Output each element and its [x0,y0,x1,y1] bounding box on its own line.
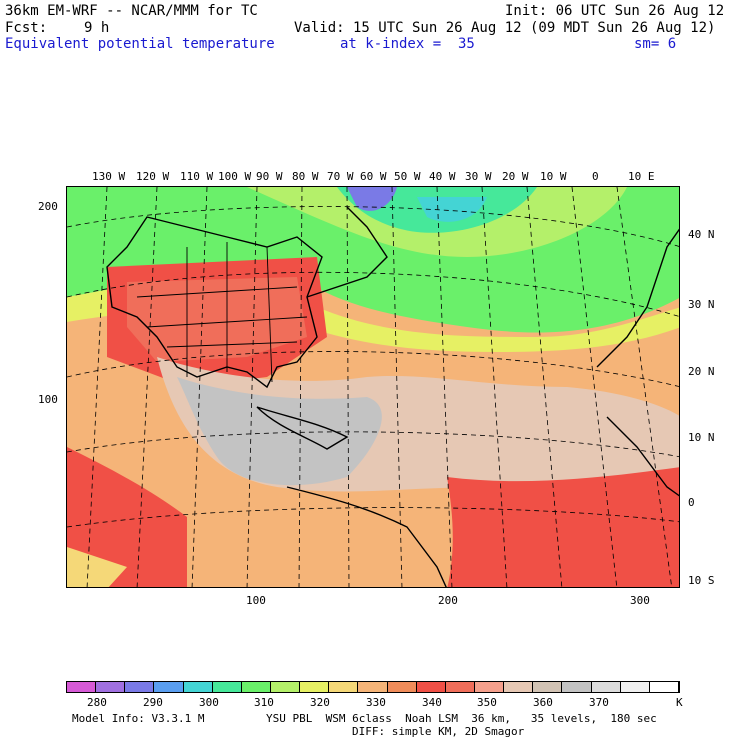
colorbar-swatch [591,682,621,692]
colorbar-unit: K [676,696,683,709]
lat-label: 40 N [688,228,715,241]
lon-label: 30 W [465,170,492,183]
field-name: Equivalent potential temperature [5,36,275,52]
graticule [67,187,679,587]
lon-label: 20 W [502,170,529,183]
colorbar-label: 340 [422,696,442,709]
coldest-airmass-region [347,187,397,211]
forecast-hour: 9 h [84,20,110,36]
theta-e-map [66,186,680,588]
colorbar-label: 320 [310,696,330,709]
colorbar-swatch [183,682,213,692]
colorbar-swatch [154,682,184,692]
colorbar-swatch [212,682,242,692]
colorbar-swatch [96,682,126,692]
colorbar-swatch [358,682,388,692]
colorbar-label: 280 [87,696,107,709]
colorbar-label: 350 [477,696,497,709]
valid-time: Valid: 15 UTC Sun 26 Aug 12 (09 MDT Sun … [294,20,716,36]
lon-label: 80 W [292,170,319,183]
colorbar-label: 330 [366,696,386,709]
colorbar-swatch [125,682,155,692]
south-atlantic-hot-region [447,467,679,587]
colorbar-swatch [416,682,446,692]
colorbar-label: 370 [589,696,609,709]
grid-x-label: 300 [630,594,650,607]
cold-core-region [417,197,487,222]
lon-label: 70 W [327,170,354,183]
colorbar-swatch [620,682,650,692]
grid-y-label: 100 [38,393,58,406]
lon-label: 130 W [92,170,126,183]
state-borders [136,242,308,383]
lon-label: 0 [592,170,599,183]
lat-label: 10 N [688,431,715,444]
lat-label: 30 N [688,298,715,311]
forecast-label: Fcst: [5,20,48,36]
colorbar-label: 310 [254,696,274,709]
hot-inland-region [127,277,307,362]
lon-label: 40 W [429,170,456,183]
colorbar-label: 360 [533,696,553,709]
colorbar [66,681,680,693]
lat-label: 20 N [688,365,715,378]
grid-x-label: 200 [438,594,458,607]
grid-y-label: 200 [38,200,58,213]
lon-label: 10 E [628,170,655,183]
colorbar-swatch [533,682,563,692]
colorbar-swatch [241,682,271,692]
lon-label: 60 W [360,170,387,183]
colorbar-swatch [67,682,97,692]
caribbean-humid-region [177,377,382,486]
colorbar-swatch [474,682,505,692]
colorbar-swatch [300,682,330,692]
map-canvas [67,187,679,587]
colorbar-swatch [445,682,475,692]
lon-label: 110 W [180,170,214,183]
grid-x-label: 100 [246,594,266,607]
lon-label: 100 W [218,170,252,183]
colorbar-swatch [270,682,301,692]
lon-label: 10 W [540,170,567,183]
init-time: Init: 06 UTC Sun 26 Aug 12 [505,3,725,19]
pacific-warm-patch [67,547,127,587]
colorbar-swatch [562,682,592,692]
lon-label: 120 W [136,170,170,183]
colorbar-swatch [387,682,417,692]
lat-label: 0 [688,496,695,509]
diffusion-info: DIFF: simple KM, 2D Smagor [352,725,525,738]
lon-label: 90 W [256,170,283,183]
model-title: 36km EM-WRF -- NCAR/MMM for TC [5,3,258,19]
colorbar-swatch [649,682,679,692]
physics-info: YSU PBL WSM 6class Noah LSM 36 km, 35 le… [266,712,657,725]
colorbar-label: 300 [199,696,219,709]
colorbar-label: 290 [143,696,163,709]
smoothing-label: sm= 6 [634,36,677,52]
level-index: at k-index = 35 [340,36,475,52]
coastlines [106,206,679,587]
lat-label: 10 S [688,574,715,587]
model-info: Model Info: V3.3.1 M [72,712,205,725]
lon-label: 50 W [394,170,421,183]
pacific-hot-region [67,447,187,587]
colorbar-swatch [504,682,534,692]
colorbar-swatch [329,682,359,692]
